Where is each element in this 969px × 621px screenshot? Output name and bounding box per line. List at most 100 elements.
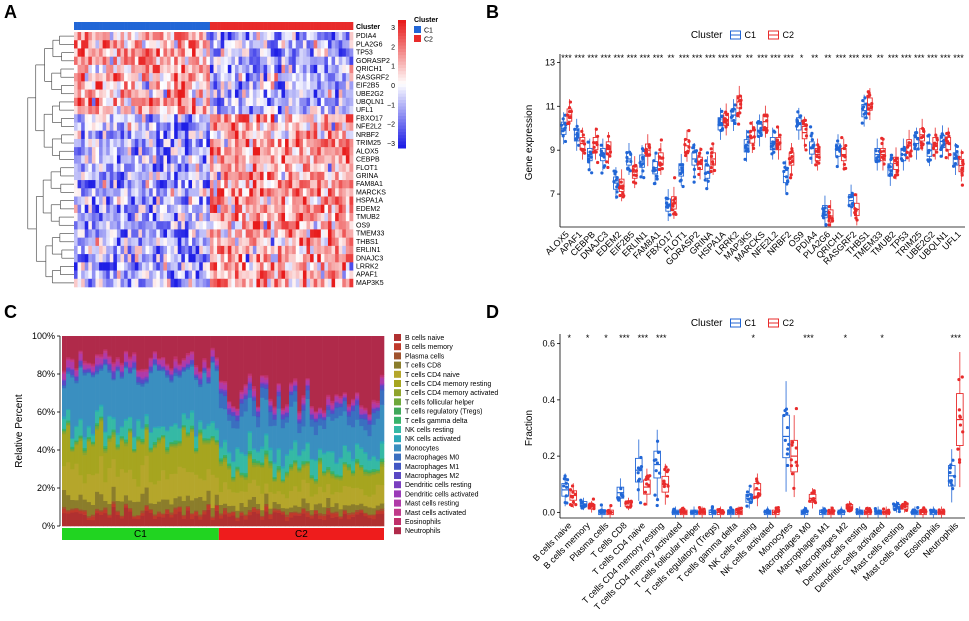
stacked-segment bbox=[202, 428, 207, 430]
stacked-segment bbox=[289, 468, 294, 471]
heatmap-cell bbox=[134, 32, 139, 41]
data-point bbox=[945, 148, 949, 152]
stacked-segment bbox=[231, 412, 236, 416]
heatmap-cell bbox=[213, 229, 218, 238]
stacked-segment bbox=[152, 443, 158, 445]
stacked-segment bbox=[148, 509, 154, 514]
heatmap-cell bbox=[88, 56, 93, 66]
heatmap-cell bbox=[288, 56, 293, 66]
stacked-segment bbox=[99, 511, 104, 515]
data-point bbox=[706, 170, 710, 174]
stacked-segment bbox=[140, 382, 145, 385]
data-point bbox=[880, 155, 884, 159]
heatmap-cell bbox=[310, 196, 314, 206]
heatmap-cell bbox=[220, 262, 225, 271]
heatmap-cell bbox=[149, 32, 153, 41]
heatmap-cell bbox=[202, 48, 207, 57]
heatmap-cell bbox=[313, 237, 318, 247]
heatmap-cell bbox=[138, 122, 143, 132]
stacked-segment bbox=[305, 378, 310, 381]
heatmap-cell bbox=[320, 32, 325, 41]
stacked-segment bbox=[231, 415, 236, 429]
stacked-segment bbox=[181, 360, 187, 367]
heatmap-cell bbox=[224, 229, 229, 238]
stacked-segment bbox=[86, 425, 92, 428]
heatmap-cell bbox=[270, 114, 275, 123]
heatmap-cell bbox=[252, 180, 257, 189]
heatmap-cell bbox=[310, 180, 314, 189]
data-point bbox=[789, 173, 793, 177]
heatmap-cell bbox=[320, 106, 325, 115]
stacked-segment bbox=[107, 416, 112, 436]
stacked-segment bbox=[99, 455, 104, 495]
stacked-segment bbox=[251, 400, 257, 417]
stacked-segment bbox=[243, 476, 249, 479]
data-point bbox=[621, 191, 625, 196]
data-point bbox=[881, 137, 885, 141]
heatmap-cell bbox=[199, 171, 204, 181]
heatmap-cell bbox=[138, 147, 143, 156]
heatmap-cell bbox=[209, 40, 214, 49]
heatmap-cell bbox=[149, 73, 153, 82]
heatmap-cell bbox=[145, 56, 150, 66]
stacked-segment bbox=[227, 401, 232, 405]
heatmap-cell bbox=[127, 147, 132, 156]
heatmap-cell bbox=[141, 221, 146, 230]
stacked-segment bbox=[185, 433, 191, 435]
heatmap-cell bbox=[324, 32, 329, 41]
heatmap-cell bbox=[74, 204, 78, 214]
data-point bbox=[615, 195, 619, 199]
data-point bbox=[953, 152, 957, 157]
stacked-segment bbox=[132, 501, 137, 516]
data-point bbox=[785, 166, 790, 171]
heatmap-cell bbox=[141, 97, 146, 107]
stacked-segment bbox=[161, 434, 166, 436]
color-scale-step bbox=[398, 106, 406, 111]
stacked-segment bbox=[243, 394, 249, 396]
stacked-segment bbox=[90, 442, 96, 444]
heatmap-cell bbox=[102, 81, 107, 90]
heatmap-cell bbox=[292, 221, 297, 230]
heatmap-cell bbox=[113, 204, 118, 214]
heatmap-cell bbox=[263, 138, 268, 148]
heatmap-cell bbox=[320, 221, 325, 230]
heatmap-cell bbox=[120, 278, 125, 288]
heatmap-cell bbox=[159, 163, 164, 173]
heatmap-cell bbox=[177, 196, 182, 206]
data-point bbox=[600, 153, 604, 157]
heatmap-cell bbox=[109, 245, 114, 255]
heatmap-cell bbox=[84, 89, 89, 99]
stacked-segment bbox=[115, 446, 121, 448]
heatmap-cell bbox=[345, 138, 350, 148]
stacked-segment bbox=[214, 443, 220, 446]
stacked-segment bbox=[123, 503, 129, 506]
heatmap-cell bbox=[195, 122, 200, 132]
heatmap-cell bbox=[167, 221, 171, 230]
stacked-segment bbox=[309, 459, 315, 476]
data-point bbox=[905, 150, 909, 154]
heatmap-cell bbox=[195, 89, 200, 99]
heatmap-cell bbox=[163, 130, 168, 140]
data-point bbox=[574, 137, 578, 141]
legend-label-c2: C2 bbox=[783, 30, 795, 40]
heatmap-cell bbox=[163, 270, 168, 280]
stacked-segment bbox=[264, 503, 269, 507]
stacked-segment bbox=[177, 364, 183, 366]
heatmap-cell bbox=[317, 237, 322, 247]
heatmap-cell bbox=[231, 171, 236, 181]
heatmap-cell bbox=[184, 229, 189, 238]
heatmap-cell bbox=[224, 180, 229, 189]
stacked-segment bbox=[289, 466, 294, 468]
heatmap-cell bbox=[124, 221, 128, 230]
stacked-segment bbox=[198, 372, 203, 374]
heatmap-cell bbox=[292, 212, 297, 222]
heatmap-cell bbox=[285, 196, 289, 206]
heatmap-cell bbox=[99, 278, 103, 288]
stacked-segment bbox=[128, 432, 133, 470]
heatmap-cell bbox=[77, 155, 82, 164]
heatmap-cell bbox=[342, 64, 347, 74]
heatmap-cell bbox=[263, 64, 268, 74]
gene-label: EDEM2 bbox=[356, 206, 380, 213]
heatmap-cell bbox=[335, 212, 339, 222]
heatmap-cell bbox=[349, 278, 354, 288]
